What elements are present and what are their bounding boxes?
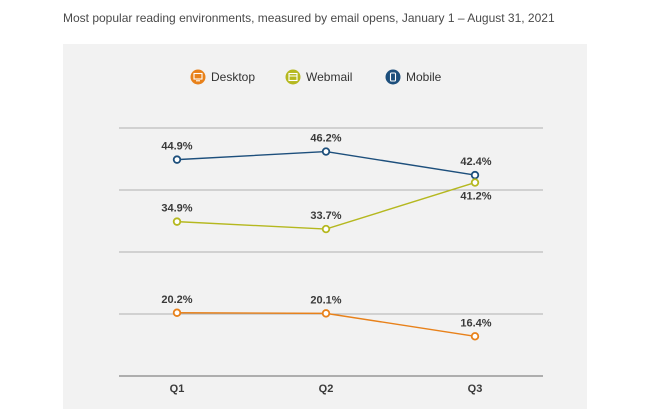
data-label-webmail: 34.9% <box>161 203 192 215</box>
data-label-desktop: 20.1% <box>310 294 341 306</box>
x-tick-label: Q2 <box>319 383 334 395</box>
chart-subtitle: Most popular reading environments, measu… <box>63 11 555 25</box>
mobile-icon <box>385 69 401 85</box>
data-label-mobile: 44.9% <box>161 141 192 153</box>
data-label-desktop: 20.2% <box>161 294 192 306</box>
chart-panel: Desktop Webmail Mobile 44.9% 46.2% 42.4% 34.9… <box>63 44 587 409</box>
data-label-desktop: 16.4% <box>460 317 491 329</box>
x-axis-ticks: Q1 Q2 Q3 <box>170 383 483 395</box>
data-point-webmail <box>321 224 331 234</box>
line-chart: Desktop Webmail Mobile 44.9% 46.2% 42.4% 34.9… <box>119 69 543 395</box>
chart-series <box>172 147 480 341</box>
legend-item-desktop: Desktop <box>190 69 255 85</box>
data-point-mobile <box>470 170 480 180</box>
data-point-desktop <box>321 309 331 318</box>
data-point-desktop <box>172 308 182 317</box>
chart-data-labels: 44.9% 46.2% 42.4% 34.9% 33.7% 41.2% 20.2% 20.1%… <box>161 133 491 330</box>
legend-item-mobile: Mobile <box>385 69 442 85</box>
legend-item-webmail: Webmail <box>285 69 352 85</box>
data-point-mobile <box>172 155 182 164</box>
x-tick-label: Q3 <box>468 383 483 395</box>
data-point-webmail <box>470 178 480 187</box>
legend-label: Desktop <box>211 70 255 84</box>
data-point-webmail <box>172 217 182 226</box>
data-point-desktop <box>470 332 480 341</box>
webmail-icon <box>285 69 301 85</box>
data-label-webmail: 33.7% <box>310 210 341 222</box>
data-label-webmail: 41.2% <box>460 191 491 203</box>
data-label-mobile: 46.2% <box>310 133 341 145</box>
data-point-mobile <box>321 147 331 156</box>
legend-label: Webmail <box>306 70 352 84</box>
chart-legend: Desktop Webmail Mobile <box>190 69 442 85</box>
legend-label: Mobile <box>406 70 442 84</box>
desktop-icon <box>190 69 206 85</box>
x-tick-label: Q1 <box>170 383 185 395</box>
data-label-mobile: 42.4% <box>460 156 491 168</box>
series-line-webmail <box>176 181 476 230</box>
